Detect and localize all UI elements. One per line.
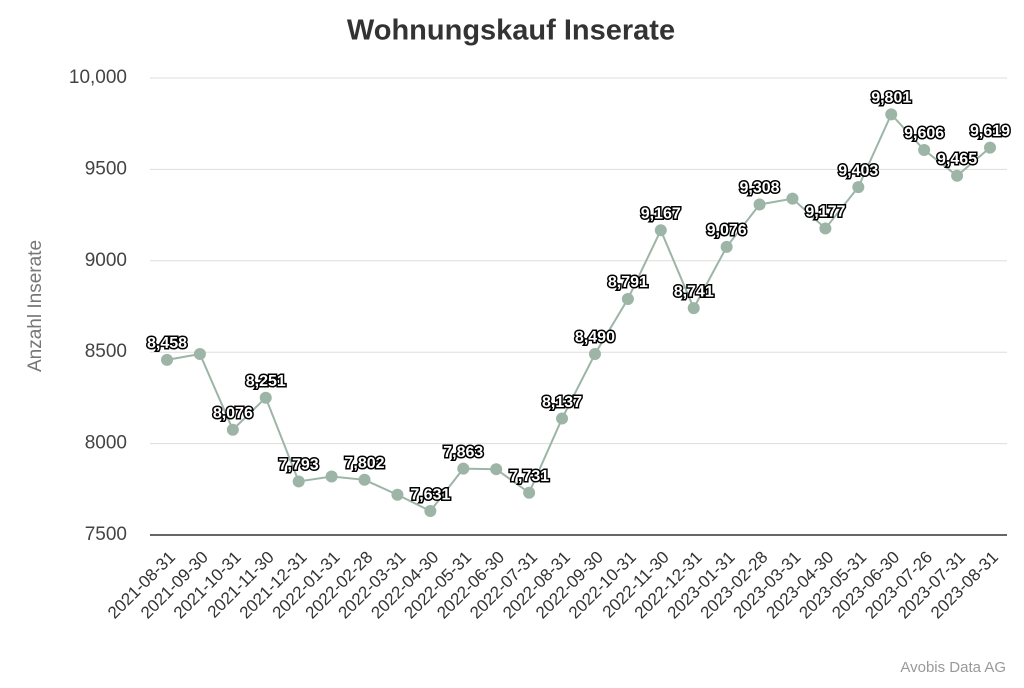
point — [852, 181, 865, 194]
value-label: 7,631 — [410, 486, 450, 503]
value-label: 9,177 — [805, 204, 845, 221]
point — [523, 486, 536, 499]
value-label: 9,167 — [641, 205, 681, 222]
point — [325, 470, 338, 483]
value-label: 8,251 — [246, 373, 286, 390]
point — [193, 348, 206, 361]
value-label: 8,458 — [147, 335, 187, 352]
point — [424, 505, 437, 518]
point — [391, 488, 404, 501]
value-label: 7,731 — [509, 468, 549, 485]
point — [358, 473, 371, 486]
point — [621, 293, 634, 306]
value-label: 9,076 — [707, 222, 747, 239]
y-tick-label: 10,000 — [69, 67, 127, 88]
point — [753, 198, 766, 211]
value-label: 8,137 — [542, 394, 582, 411]
source: Avobis Data AG — [900, 659, 1006, 676]
y-tick-label: 7500 — [85, 524, 127, 545]
y-tick-label: 8000 — [85, 433, 127, 454]
value-label: 8,741 — [674, 283, 714, 300]
point — [292, 475, 305, 488]
point — [226, 423, 239, 436]
point — [918, 144, 931, 157]
value-label: 9,801 — [871, 90, 911, 107]
y-axis-label: Anzahl Inserate — [25, 240, 46, 372]
point — [984, 141, 996, 154]
value-label: 9,606 — [904, 125, 944, 142]
y-tick-label: 8500 — [85, 341, 127, 362]
point — [654, 224, 667, 237]
chart-title: Wohnungskauf Inserate — [347, 15, 675, 47]
value-label: 8,490 — [575, 329, 615, 346]
value-label: 7,863 — [443, 444, 483, 461]
point — [556, 412, 569, 425]
point — [490, 463, 503, 476]
value-label: 9,403 — [838, 162, 878, 179]
value-label: 8,076 — [213, 405, 253, 422]
value-label: 9,465 — [937, 151, 977, 168]
point — [259, 391, 272, 404]
y-tick-label: 9500 — [85, 158, 127, 179]
point — [951, 169, 964, 182]
y-tick-label: 9000 — [85, 250, 127, 271]
value-label: 9,308 — [740, 180, 780, 197]
value-label: 7,802 — [344, 455, 384, 472]
value-label: 8,791 — [608, 274, 648, 291]
point — [720, 240, 733, 253]
point — [588, 348, 601, 361]
point — [161, 353, 173, 366]
value-label: 9,619 — [970, 123, 1010, 140]
value-label: 7,793 — [279, 457, 319, 474]
point — [819, 222, 832, 235]
point — [885, 108, 898, 121]
point — [786, 192, 799, 205]
point — [457, 462, 470, 475]
point — [687, 302, 700, 315]
